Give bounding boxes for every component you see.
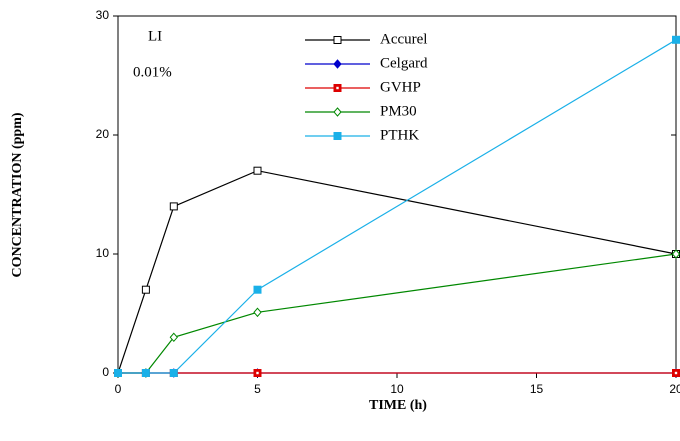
x-tick-label: 20	[669, 382, 680, 396]
marker	[671, 249, 680, 259]
marker	[253, 285, 262, 294]
x-tick-label: 15	[530, 382, 544, 396]
x-tick-label: 0	[115, 382, 122, 396]
y-axis-label: CONCENTRATION (ppm)	[10, 112, 25, 277]
y-tick-label: 10	[96, 246, 110, 260]
marker-center	[256, 371, 259, 375]
series-line	[118, 253, 677, 374]
legend-label: Accurel	[380, 31, 427, 47]
marker-center	[674, 371, 678, 375]
x-tick-label: 5	[254, 382, 261, 396]
x-tick-label: 10	[390, 382, 404, 396]
legend-label: PM30	[380, 103, 417, 119]
marker	[114, 369, 122, 377]
series-line	[117, 170, 677, 374]
annotation: LI	[148, 28, 162, 44]
x-axis-label: TIME (h)	[369, 398, 427, 413]
marker	[253, 166, 262, 175]
marker-center	[336, 86, 339, 90]
y-tick-label: 0	[102, 365, 109, 379]
marker	[169, 202, 178, 211]
legend-label: PTHK	[380, 127, 419, 143]
legend-label: Celgard	[380, 55, 428, 71]
marker	[333, 36, 342, 44]
annotation: 0.01%	[133, 64, 172, 80]
y-tick-label: 20	[96, 127, 110, 141]
marker	[333, 132, 342, 140]
marker	[253, 307, 262, 318]
marker	[333, 107, 342, 117]
marker	[333, 59, 342, 69]
marker	[141, 285, 150, 294]
marker	[141, 369, 150, 377]
marker	[169, 369, 178, 377]
y-tick-label: 30	[96, 8, 110, 22]
legend-label: GVHP	[380, 79, 421, 95]
marker	[169, 332, 178, 343]
marker	[672, 35, 680, 44]
